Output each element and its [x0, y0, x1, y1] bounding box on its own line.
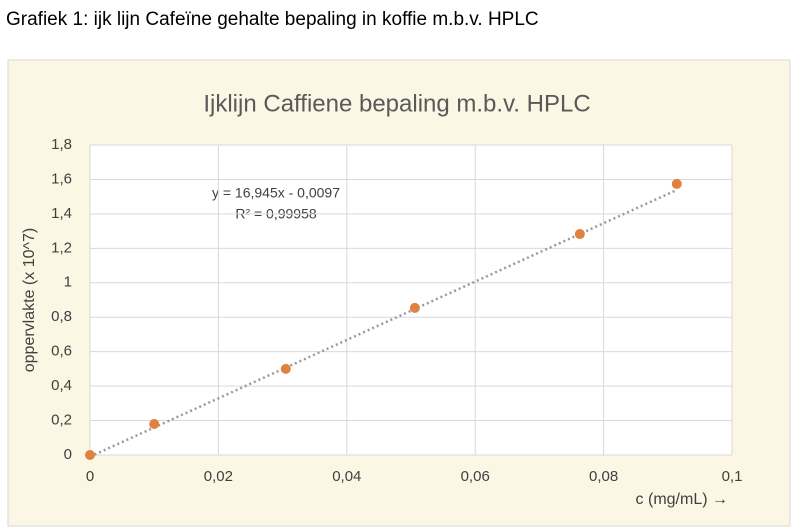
chart-title: Ijklijn Caffiene bepaling m.b.v. HPLC [203, 90, 590, 117]
data-point [280, 363, 291, 374]
caption: Grafiek 1: ijk lijn Cafeïne gehalte bepa… [6, 9, 539, 30]
y-tick-label: 0,4 [51, 377, 72, 394]
y-tick-label: 0,8 [51, 308, 72, 325]
plot-area [90, 145, 732, 455]
data-point [574, 229, 585, 240]
y-tick-label: 1,8 [51, 136, 72, 153]
x-axis-label: c (mg/mL) → [636, 491, 728, 508]
x-tick-label: 0 [86, 468, 94, 485]
equation-box [193, 180, 357, 230]
y-tick-label: 1,4 [51, 205, 72, 222]
x-tick-label: 0,06 [461, 468, 490, 485]
x-tick-label: 0,08 [589, 468, 618, 485]
y-tick-label: 0,2 [51, 412, 72, 429]
data-point [85, 450, 95, 460]
data-point [409, 302, 420, 313]
x-tick-label: 0,04 [332, 468, 361, 485]
y-axis-label: oppervlakte (x 10^7) [21, 228, 38, 372]
y-tick-label: 0 [64, 446, 72, 463]
y-tick-label: 1,2 [51, 239, 72, 256]
y-tick-label: 0,6 [51, 343, 72, 360]
x-tick-label: 0,1 [722, 468, 743, 485]
x-tick-label: 0,02 [204, 468, 233, 485]
y-tick-label: 1,6 [51, 170, 72, 187]
trendline-equation: y = 16,945x - 0,0097 [212, 185, 340, 201]
y-tick-label: 1 [64, 274, 72, 291]
data-point [671, 178, 682, 189]
data-point [149, 419, 160, 429]
